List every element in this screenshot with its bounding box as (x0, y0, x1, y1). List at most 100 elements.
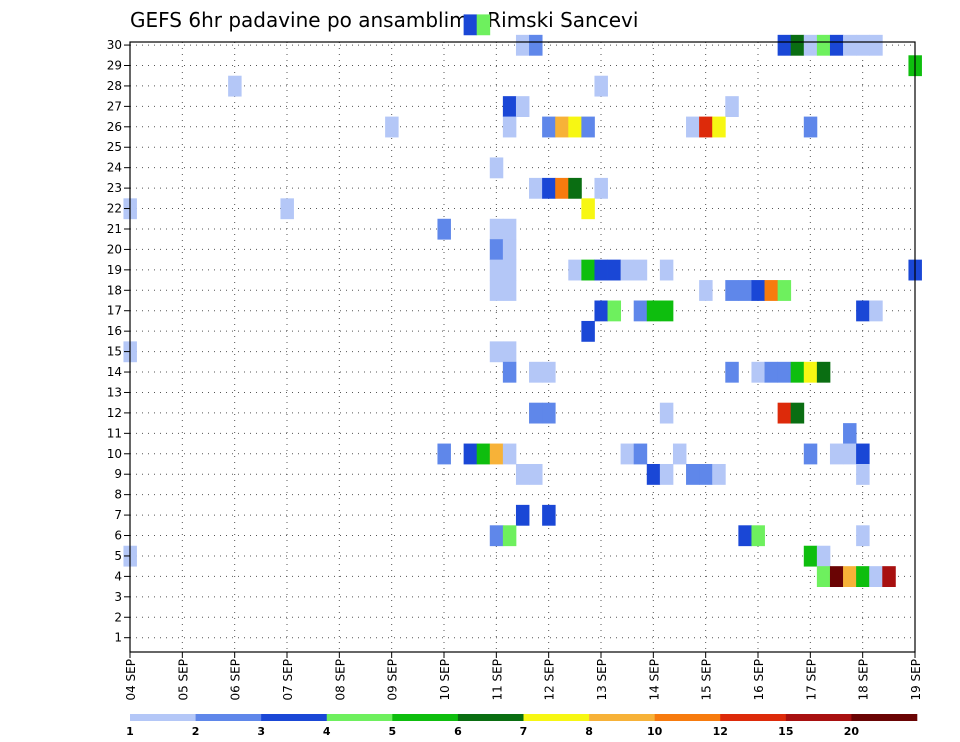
heatmap-cell (581, 198, 595, 220)
heatmap-cell (385, 116, 399, 138)
heatmap-cell (502, 116, 517, 138)
heatmap-cell (502, 239, 517, 261)
heatmap-cell (856, 34, 870, 56)
heatmap-cell (816, 361, 831, 383)
x-tick-label: 09 SEP (386, 659, 400, 701)
y-tick-label: 4 (114, 569, 122, 583)
heatmap-cell (489, 239, 504, 261)
heatmap-cell (803, 443, 818, 465)
y-tick-label: 25 (107, 140, 122, 154)
colorbar-swatch (654, 714, 721, 721)
heatmap-cell (856, 525, 870, 547)
colorbar-swatch (589, 714, 655, 721)
y-tick-label: 29 (107, 59, 122, 73)
heatmap-cell (646, 300, 661, 322)
heatmap-cell (856, 566, 870, 588)
heatmap-cell (843, 443, 857, 465)
y-tick-label: 1 (114, 631, 122, 645)
heatmap-cell (659, 300, 674, 322)
y-tick-label: 12 (107, 406, 122, 420)
heatmap-cell (751, 280, 765, 301)
heatmap-cell (594, 300, 608, 322)
heatmap-cell (502, 361, 517, 383)
heatmap-cell (437, 443, 451, 465)
y-tick-label: 21 (107, 222, 122, 236)
heatmap-cell (581, 116, 595, 138)
heatmap-cell (502, 341, 517, 363)
heatmap-cell (829, 443, 844, 465)
heatmap-cell (816, 545, 831, 567)
heatmap-cell (489, 525, 504, 547)
heatmap-cell (502, 280, 517, 301)
heatmap-cells (123, 14, 922, 588)
heatmap-cell (568, 259, 582, 281)
heatmap-cell (659, 402, 674, 424)
heatmap-cell (581, 320, 595, 342)
x-tick-label: 04 SEP (124, 659, 138, 701)
heatmap-cell (489, 443, 504, 465)
heatmap-cell (790, 361, 805, 383)
y-tick-label: 22 (107, 202, 122, 216)
heatmap-cell (790, 402, 805, 424)
heatmap-cell (777, 34, 792, 56)
heatmap-cell (489, 280, 504, 301)
heatmap-cell (515, 504, 530, 526)
colorbar-label: 6 (454, 725, 462, 738)
x-axis: 04 SEP 05 SEP 06 SEP 07 SEP 08 SEP 09 SEP 10 S… (124, 652, 923, 701)
colorbar-label: 5 (389, 725, 397, 738)
heatmap-cell (489, 259, 504, 281)
heatmap-cell (751, 361, 765, 383)
heatmap-cell (803, 34, 818, 56)
heatmap-cell (594, 259, 608, 281)
y-tick-label: 24 (107, 161, 122, 175)
heatmap-cell (725, 96, 739, 117)
y-axis: 1234567891011121314151617181920212223242… (107, 38, 130, 645)
y-tick-label: 26 (107, 120, 122, 134)
heatmap-cell (659, 259, 674, 281)
y-tick-label: 19 (107, 263, 122, 277)
heatmap-cell (672, 443, 687, 465)
heatmap-cell (581, 259, 595, 281)
heatmap-cell (843, 34, 857, 56)
x-tick-label: 19 SEP (909, 659, 923, 701)
heatmap-cell (764, 361, 779, 383)
x-tick-label: 14 SEP (647, 659, 661, 701)
colorbar-swatch (785, 714, 852, 721)
x-tick-label: 10 SEP (438, 659, 452, 701)
heatmap-cell (555, 116, 569, 138)
heatmap-cell (869, 34, 883, 56)
y-tick-label: 2 (114, 610, 122, 624)
colorbar-label: 4 (323, 725, 331, 738)
heatmap-cell (228, 75, 242, 97)
heatmap-cell (542, 402, 556, 424)
heatmap-cell (607, 259, 622, 281)
heatmap-cell (725, 361, 739, 383)
heatmap-cell (489, 218, 504, 240)
heatmap-cell (529, 177, 543, 199)
heatmap-cell (738, 525, 752, 547)
heatmap-cell (555, 177, 569, 199)
heatmap-cell (502, 96, 517, 117)
heatmap-cell (568, 116, 582, 138)
colorbar-label: 15 (778, 725, 793, 738)
y-tick-label: 15 (107, 345, 122, 359)
heatmap-cell (529, 463, 543, 485)
x-tick-label: 06 SEP (229, 659, 243, 701)
heatmap-cell (463, 14, 478, 36)
heatmap-cell (607, 300, 622, 322)
heatmap-cell (777, 402, 792, 424)
heatmap-cell (620, 259, 635, 281)
heatmap-cell (712, 116, 726, 138)
heatmap-cell (816, 34, 831, 56)
colorbar-swatch (261, 714, 328, 721)
heatmap-cell (777, 361, 792, 383)
heatmap-cell (764, 280, 779, 301)
heatmap-cell (476, 14, 491, 36)
colorbar-swatch (457, 714, 524, 721)
heatmap-cell (542, 361, 556, 383)
colorbar-label: 1 (126, 725, 134, 738)
heatmap-cell (502, 218, 517, 240)
colorbar-label: 7 (520, 725, 528, 738)
y-tick-label: 14 (107, 365, 122, 379)
